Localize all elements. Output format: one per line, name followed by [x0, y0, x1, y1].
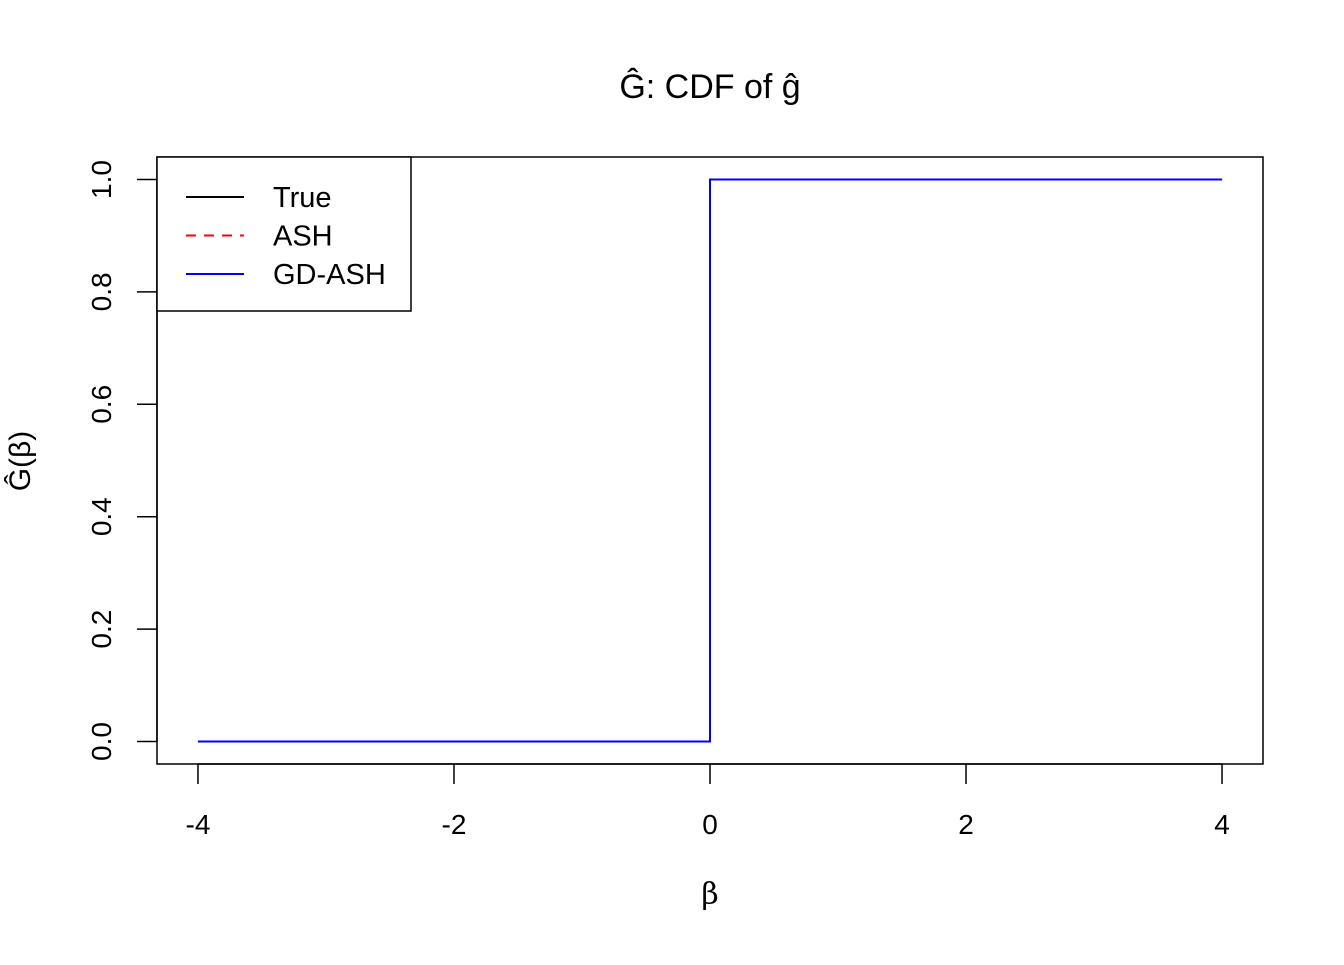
x-tick-label: 0 [702, 809, 718, 840]
y-tick-label: 0.8 [86, 272, 117, 311]
x-tick-label: 2 [958, 809, 974, 840]
x-tick-label: -2 [442, 809, 467, 840]
y-axis: 0.0 0.2 0.4 0.6 0.8 1.0 [86, 160, 158, 761]
legend-box [156, 156, 412, 312]
legend-label: GD-ASH [273, 259, 386, 291]
x-tick-label: -4 [186, 809, 211, 840]
series-layer [197, 178, 1223, 743]
y-tick-label: 0.0 [86, 722, 117, 761]
series-line-gd-ash [197, 178, 1223, 743]
y-tick-label: 0.6 [86, 385, 117, 424]
y-tick-label: 0.2 [86, 610, 117, 649]
x-axis: -4 -2 0 2 4 [186, 763, 1230, 840]
legend-label: ASH [273, 221, 333, 253]
x-tick-label: 4 [1214, 809, 1230, 840]
chart-title: Ĝ: CDF of ĝ [619, 68, 800, 106]
y-tick-label: 1.0 [86, 160, 117, 199]
y-axis-label: Ĝ(β) [3, 431, 37, 492]
legend: True ASH GD-ASH [156, 156, 412, 312]
x-axis-label: β [701, 877, 718, 912]
y-tick-label: 0.4 [86, 497, 117, 536]
legend-label: True [273, 182, 332, 214]
